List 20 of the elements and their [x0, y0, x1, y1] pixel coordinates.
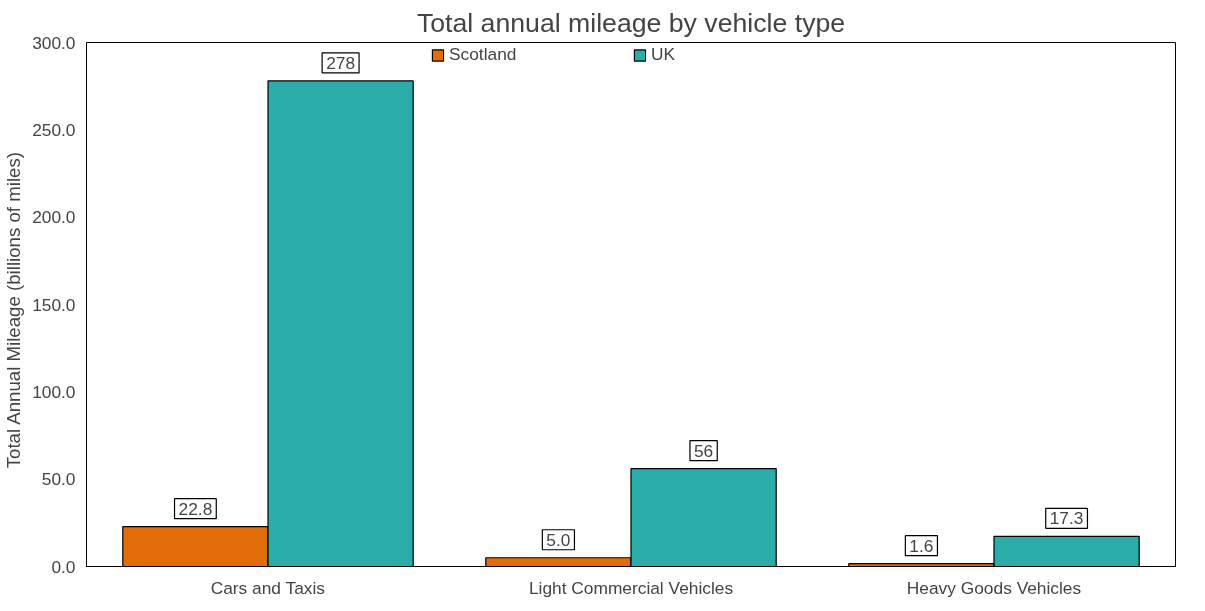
- y-tick-label: 150.0: [32, 294, 76, 315]
- legend-label: UK: [651, 44, 677, 65]
- x-tick-label: Heavy Goods Vehicles: [906, 577, 1082, 598]
- y-tick-label: 200.0: [32, 207, 76, 228]
- y-tick-label: 100.0: [32, 381, 76, 402]
- data-label: 278: [326, 52, 356, 73]
- y-tick-label: 300.0: [32, 32, 76, 53]
- y-tick-label: 250.0: [32, 119, 76, 140]
- legend-label: Scotland: [449, 44, 518, 65]
- data-label: 56: [693, 440, 714, 461]
- data-label: 22.8: [178, 498, 213, 519]
- chart-title: Total annual mileage by vehicle type: [416, 7, 846, 38]
- x-tick-label: Light Commercial Vehicles: [528, 577, 734, 598]
- data-label: 5.0: [546, 529, 571, 550]
- y-tick-label: 0.0: [51, 556, 76, 577]
- y-tick-label: 50.0: [41, 469, 76, 490]
- y-axis-title: Total Annual Mileage (billions of miles): [3, 152, 25, 469]
- x-tick-label: Cars and Taxis: [210, 577, 326, 598]
- data-label: 17.3: [1049, 508, 1084, 529]
- data-label: 1.6: [909, 535, 934, 556]
